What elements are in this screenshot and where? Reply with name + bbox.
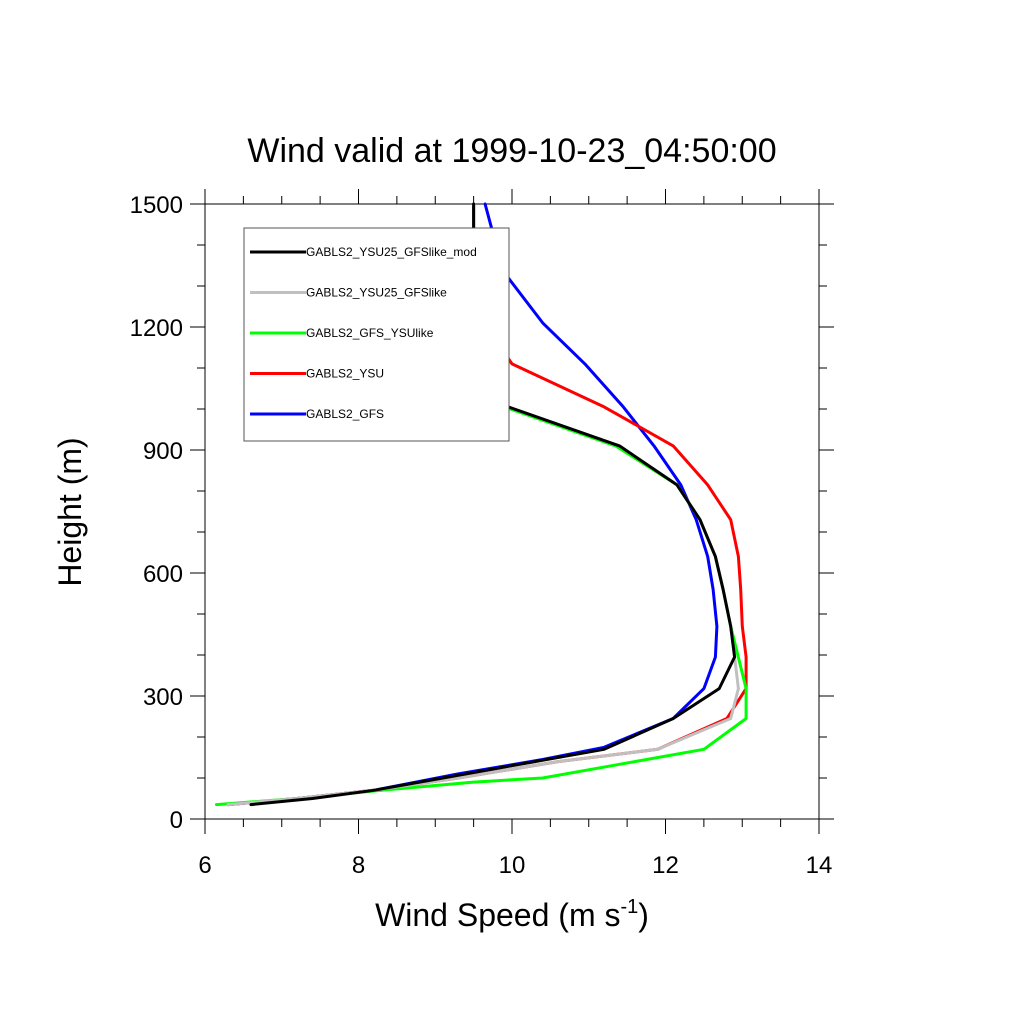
x-axis-title-suffix: ) [638,897,649,933]
y-tick-label: 1200 [130,315,183,342]
y-tick-label: 600 [143,561,183,588]
legend-label: GABLS2_GFS_YSUlike [306,326,434,340]
legend: GABLS2_YSU25_GFSlike_mod GABLS2_YSU25_GFS… [243,227,510,442]
x-tick-label: 6 [198,852,211,879]
x-axis-title-main: Wind Speed (m s [375,897,620,933]
legend-label: GABLS2_YSU [306,367,384,381]
legend-label: GABLS2_YSU25_GFSlike_mod [306,245,477,259]
y-tick-label: 1500 [130,192,183,219]
x-axis: 6 8 10 12 14 [198,189,832,879]
x-axis-title: Wind Speed (m s-1) [375,896,649,933]
x-tick-label: 10 [499,852,526,879]
x-axis-title-superscript: -1 [620,896,638,918]
y-axis-title: Height (m) [52,437,88,586]
legend-label: GABLS2_YSU25_GFSlike [306,286,447,300]
chart-title: Wind valid at 1999-10-23_04:50:00 [247,132,776,170]
x-tick-label: 14 [806,852,833,879]
y-axis: 0 300 600 900 1200 1500 [130,192,834,834]
x-tick-label: 8 [352,852,365,879]
y-tick-label: 300 [143,684,183,711]
legend-label: GABLS2_GFS [306,407,384,421]
y-tick-label: 0 [170,807,183,834]
x-tick-label: 12 [652,852,679,879]
y-tick-label: 900 [143,438,183,465]
